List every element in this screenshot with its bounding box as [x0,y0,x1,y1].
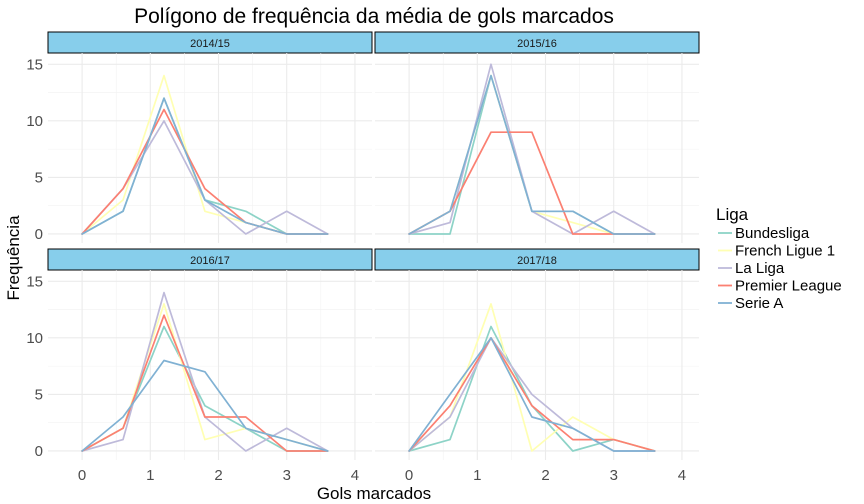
x-tick-label: 3 [610,467,618,484]
facet-strip-label: 2017/18 [517,255,557,267]
series-line [81,97,329,235]
series-line [81,325,329,452]
series-line [408,337,656,452]
y-tick-label: 0 [35,226,43,243]
facet-strip [47,31,373,54]
legend-item: Serie A [718,295,783,312]
x-tick-label: 1 [146,467,154,484]
legend-label: Serie A [735,295,783,312]
series-line [408,325,656,452]
series-line [408,337,656,452]
y-tick-label: 15 [26,273,43,290]
series-line [408,303,656,452]
series-line [81,108,329,235]
x-tick-label: 4 [351,467,359,484]
legend-label: French Ligue 1 [735,243,835,260]
facet-strip [374,31,700,54]
chart-title: Polígono de frequência da média de gols … [134,5,614,28]
facet-strip [374,248,700,271]
series-line [81,314,329,452]
x-tick-label: 0 [78,467,86,484]
legend-item: Bundesliga [718,225,810,242]
facet-strip-label: 2016/17 [190,255,230,267]
legend-label: Bundesliga [735,225,810,242]
y-tick-label: 5 [35,169,43,186]
x-tick-label: 2 [541,467,549,484]
series-line [81,303,329,452]
y-tick-label: 5 [35,386,43,403]
facet-strip-label: 2015/16 [517,38,557,50]
y-tick-label: 15 [26,56,43,73]
legend-item: La Liga [718,260,785,277]
x-axis-title: Gols marcados [317,484,431,503]
x-tick-label: 1 [473,467,481,484]
y-tick-label: 0 [35,443,43,460]
x-tick-label: 2 [214,467,222,484]
series-line [81,74,329,235]
facet-panel: 2016/17 0 5 10 15 0 1 2 3 4 [26,248,373,484]
y-tick-label: 10 [26,330,43,347]
facet-panel: 2015/16 [374,31,700,243]
series-line [81,359,329,452]
facet-strip [47,248,373,271]
facet-panel: 2017/18 0 1 2 3 4 [374,248,700,484]
legend-item: Premier League [718,278,842,295]
facet-strip-label: 2014/15 [190,38,230,50]
legend-label: La Liga [735,260,785,277]
x-tick-label: 3 [283,467,291,484]
facet-panel: 2014/15 0 5 10 15 [26,31,373,243]
legend-item: French Ligue 1 [718,243,835,260]
legend-label: Premier League [735,278,842,295]
y-axis-title: Frequência [4,215,23,301]
legend-title: Liga [716,205,749,224]
series-line [408,74,656,235]
series-line [408,131,656,235]
y-tick-label: 10 [26,113,43,130]
x-tick-label: 4 [678,467,686,484]
x-tick-label: 0 [405,467,413,484]
